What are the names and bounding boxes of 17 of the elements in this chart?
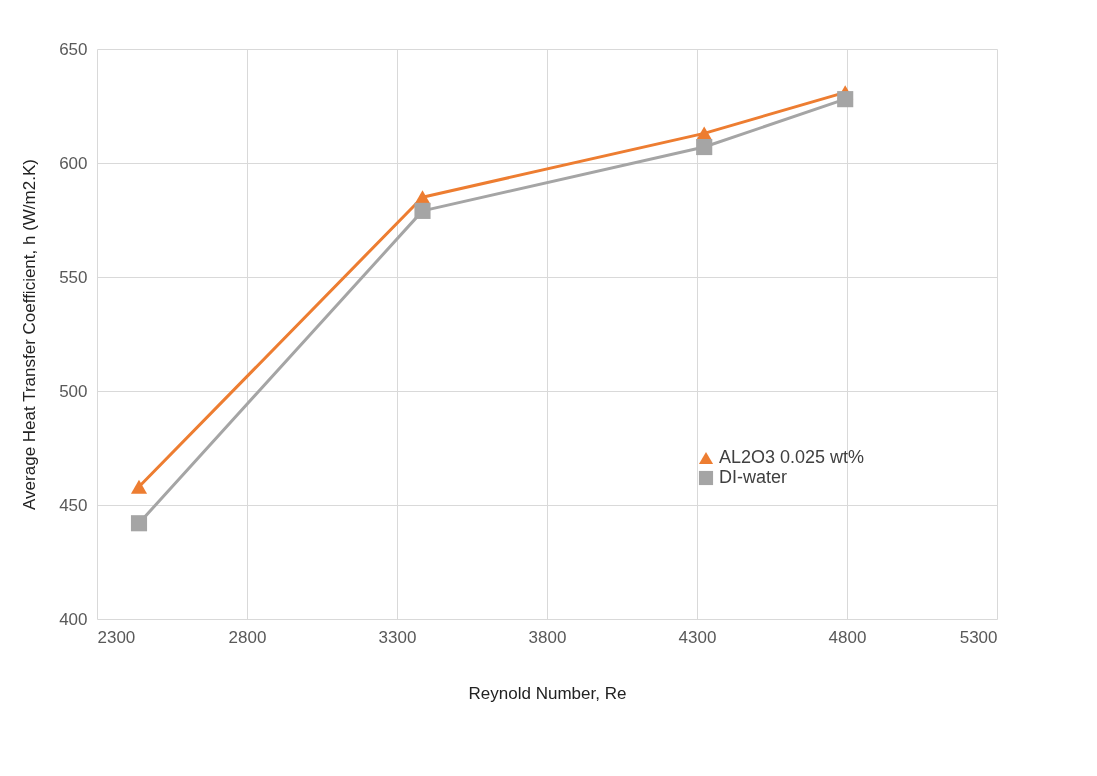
legend-label: DI-water <box>719 467 788 487</box>
x-tick-label: 4800 <box>828 627 867 647</box>
x-axis-title: Reynold Number, Re <box>468 683 627 703</box>
y-tick-label: 450 <box>59 495 88 515</box>
y-tick-label: 600 <box>59 153 88 173</box>
y-tick-label: 400 <box>59 609 88 629</box>
x-tick-label: 3300 <box>378 627 417 647</box>
legend-label: AL2O3 0.025 wt% <box>719 447 865 467</box>
y-tick-label: 650 <box>59 39 88 59</box>
x-tick-label: 2800 <box>228 627 267 647</box>
y-axis-title: Average Heat Transfer Coefficient, h (W/m2.K) <box>20 159 40 510</box>
y-tick-label: 500 <box>59 381 88 401</box>
x-tick-label: 4300 <box>678 627 717 647</box>
x-tick-label: 2300 <box>97 627 136 647</box>
x-tick-label: 5300 <box>959 627 998 647</box>
y-tick-label: 550 <box>59 267 88 287</box>
x-tick-label: 3800 <box>528 627 567 647</box>
